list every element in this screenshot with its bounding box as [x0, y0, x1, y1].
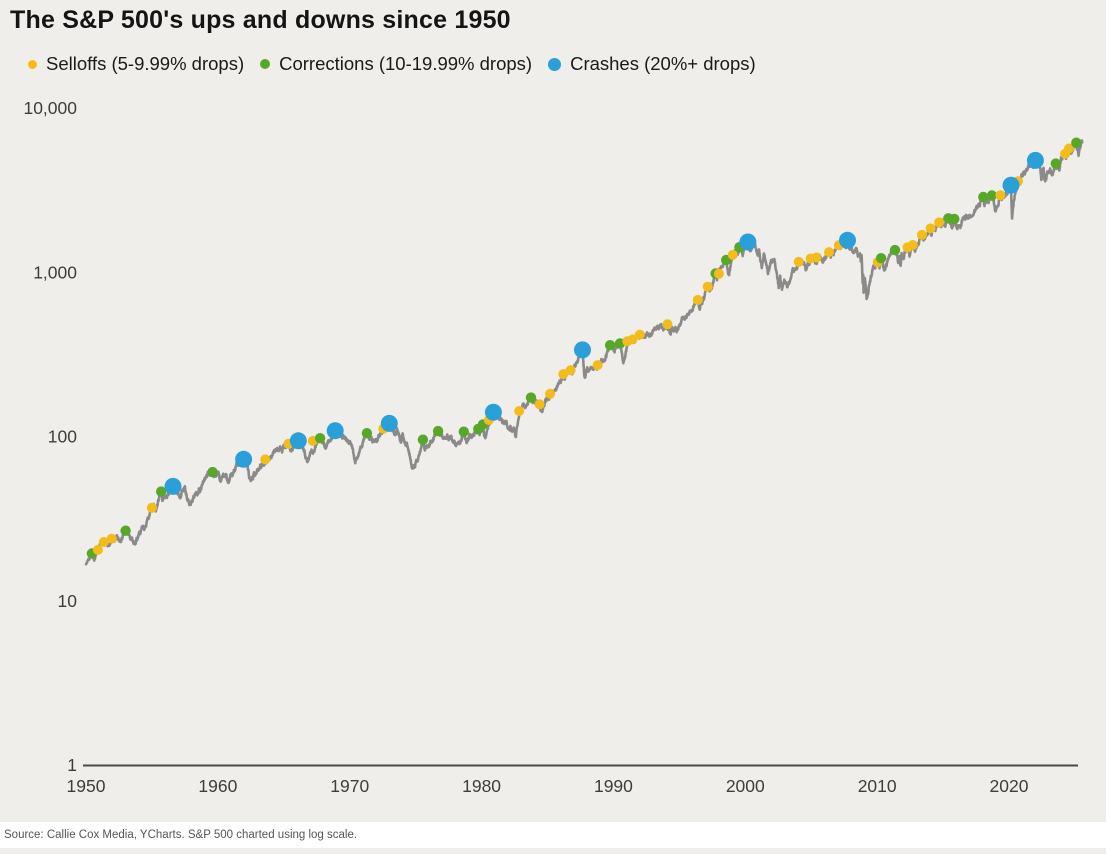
event-dot-selloff	[106, 533, 117, 544]
event-dot-correction	[525, 392, 537, 403]
event-dot-correction	[889, 244, 901, 256]
event-dot-selloff	[634, 329, 645, 340]
event-dot-selloff	[934, 217, 945, 228]
legend-item-corrections: Corrections (10-19.99% drops)	[260, 53, 532, 75]
event-dot-selloff	[545, 388, 556, 399]
y-tick-label: 10	[58, 591, 78, 611]
event-dot-correction	[1071, 137, 1082, 148]
x-tick-label: 1970	[330, 776, 369, 796]
event-dot-correction	[978, 191, 989, 203]
event-dot-crash	[839, 231, 856, 249]
event-dot-selloff	[558, 369, 569, 380]
x-tick-label: 2010	[858, 776, 897, 796]
event-dot-crash	[289, 432, 307, 450]
legend-item-crashes: Crashes (20%+ drops)	[548, 53, 756, 75]
event-dot-correction	[1050, 158, 1062, 169]
x-tick-label: 2000	[726, 776, 765, 796]
event-dot-selloff	[713, 268, 724, 279]
event-dot-crash	[484, 403, 502, 421]
event-dot-selloff	[1064, 143, 1074, 154]
event-dot-correction	[458, 426, 469, 437]
event-dot-correction	[986, 190, 998, 201]
event-dot-correction	[156, 486, 167, 497]
x-tick-label: 1980	[462, 776, 501, 796]
x-tick-label: 1960	[198, 776, 237, 796]
event-dot-crash	[235, 450, 253, 468]
event-dot-selloff	[824, 247, 834, 258]
event-dot-correction	[120, 525, 131, 536]
x-tick-label: 1950	[67, 776, 106, 796]
event-dot-correction	[417, 434, 429, 445]
event-dot-selloff	[627, 334, 638, 345]
correction-dot-icon	[260, 59, 271, 69]
event-dot-selloff	[662, 319, 673, 330]
event-dot-selloff	[534, 399, 545, 410]
event-dot-selloff	[917, 229, 927, 240]
event-dot-correction	[207, 466, 218, 478]
x-tick-label: 1990	[594, 776, 633, 796]
event-dot-selloff	[702, 281, 713, 292]
crash-dot-icon	[548, 57, 562, 71]
event-dot-selloff	[907, 240, 918, 250]
event-dot-crash	[1026, 151, 1044, 169]
event-dot-correction	[432, 425, 444, 437]
event-dot-selloff	[995, 190, 1006, 201]
event-dot-crash	[164, 477, 182, 495]
event-dot-selloff	[925, 223, 936, 234]
event-dot-correction	[875, 253, 887, 264]
y-tick-label: 1,000	[33, 262, 77, 282]
event-dot-selloff	[146, 502, 157, 513]
event-dot-selloff	[692, 294, 703, 305]
event-dot-correction	[314, 433, 326, 444]
event-dot-selloff	[98, 537, 109, 547]
selloff-dot-icon	[28, 59, 37, 69]
event-dot-correction	[949, 213, 960, 225]
source-bar: Source: Callie Cox Media, YCharts. S&P 5…	[0, 822, 1106, 848]
legend: Selloffs (5-9.99% drops) Corrections (10…	[28, 53, 756, 75]
event-dot-crash	[1002, 176, 1020, 194]
legend-label-corrections: Corrections (10-19.99% drops)	[279, 53, 533, 74]
y-tick-label: 1	[67, 755, 77, 775]
x-tick-label: 2020	[990, 776, 1029, 796]
event-dot-crash	[574, 341, 591, 359]
event-dot-correction	[604, 340, 616, 351]
event-dot-selloff	[727, 249, 738, 260]
event-dot-crash	[739, 233, 757, 251]
source-note: Source: Callie Cox Media, YCharts. S&P 5…	[4, 829, 358, 841]
chart-title: The S&P 500's ups and downs since 1950	[10, 6, 511, 34]
event-dot-selloff	[514, 406, 525, 416]
event-dot-selloff	[565, 365, 576, 376]
event-dot-selloff	[260, 454, 271, 465]
event-dot-crash	[326, 422, 344, 440]
legend-item-selloffs: Selloffs (5-9.99% drops)	[28, 53, 244, 75]
plot-area: 1 10 100 1,000 10,000 1950 1960 1970 1980 1990 200…	[23, 98, 1084, 796]
event-dot-selloff	[592, 360, 603, 371]
event-dot-correction	[361, 428, 373, 439]
y-tick-label: 100	[48, 427, 77, 447]
event-dot-selloff	[793, 256, 804, 267]
legend-label-selloffs: Selloffs (5-9.99% drops)	[46, 53, 245, 74]
legend-label-crashes: Crashes (20%+ drops)	[570, 53, 756, 74]
event-dot-selloff	[811, 252, 822, 263]
event-dot-selloff	[92, 544, 103, 555]
event-dot-crash	[380, 414, 398, 432]
y-tick-label: 10,000	[23, 98, 77, 118]
